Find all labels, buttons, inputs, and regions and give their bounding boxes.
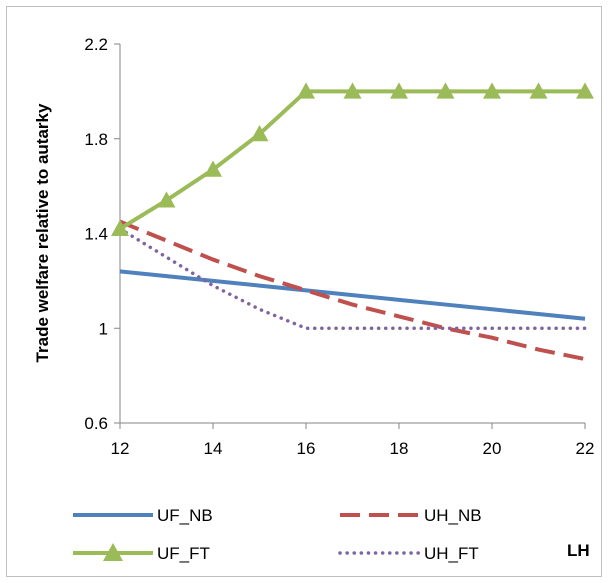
x-tick-label: 22: [576, 439, 595, 458]
data-point-uf-ft: [204, 160, 222, 177]
y-tick-label: 1.4: [84, 225, 108, 244]
x-tick-label: 16: [297, 439, 316, 458]
x-tick-label: 12: [111, 439, 130, 458]
y-tick-label: 0.6: [84, 414, 108, 433]
ticks: 0.6 1 1.4 1.8 2.2 12 14 16 18 20 22: [84, 35, 594, 458]
x-tick-label: 18: [390, 439, 409, 458]
legend-marker-uf-ft: [103, 543, 123, 561]
legend-label-uf-ft: UF_FT: [157, 544, 210, 563]
data-point-uf-ft: [529, 82, 548, 99]
series-layer: [111, 82, 594, 362]
data-point-uf-ft: [436, 82, 455, 99]
y-tick-label: 2.2: [84, 35, 108, 54]
y-axis-title: Trade welfare relative to autarky: [33, 103, 52, 362]
data-point-uf-ft: [576, 82, 594, 99]
series-line-uf-nb: [119, 269, 586, 321]
x-tick-label: 20: [483, 439, 502, 458]
legend-label-uh-nb: UH_NB: [424, 506, 482, 525]
data-point-uf-ft: [390, 82, 408, 99]
series-line-uh-ft: [118, 227, 587, 330]
legend-label-uf-nb: UF_NB: [157, 506, 213, 525]
data-point-uf-ft: [250, 125, 269, 142]
data-point-uf-ft: [343, 82, 362, 99]
x-tick-label: 14: [204, 439, 223, 458]
y-tick-label: 1.8: [84, 130, 108, 149]
y-tick-label: 1: [99, 319, 108, 338]
data-point-uf-ft: [483, 82, 501, 99]
legend-label-uh-ft: UH_FT: [424, 544, 479, 563]
data-point-uf-ft: [297, 82, 315, 99]
data-point-uf-ft: [157, 191, 176, 208]
data-point-uf-ft: [111, 219, 129, 236]
legend: UF_NB UH_NB UF_FT UH_FT: [73, 506, 482, 563]
series-line-uh-nb: [119, 219, 586, 362]
x-axis-title: LH: [567, 541, 590, 560]
